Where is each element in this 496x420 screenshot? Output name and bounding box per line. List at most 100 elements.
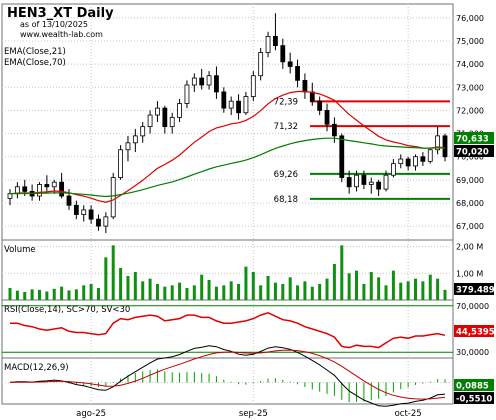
panel-frame-macd [1,357,454,405]
candle-body [66,195,72,206]
volume-bar [74,289,78,300]
volume-bar [52,288,56,300]
candle-body [287,61,293,67]
volume-bar [60,286,64,300]
volume-bar [259,285,263,300]
macd-line [9,345,446,407]
price-badge-close [454,145,494,157]
volume-bar [192,285,196,300]
volume-bar [104,257,108,300]
candle-body [398,158,404,165]
candle-body [383,174,389,190]
candle-body [37,184,42,197]
macd-badge-1 [454,379,494,391]
macd-badge-2-text: -0,5510 [456,395,492,405]
price-tick-label: 70,000 [456,153,484,162]
price-badge-close-text: 70,020 [456,148,489,158]
volume-bar [23,292,27,300]
candle-body [51,181,57,188]
candle-body [250,75,256,97]
price-tick-label: 72,000 [456,106,484,115]
volume-bar [37,289,41,300]
level-label: 72,39 [274,97,298,107]
candle-body [22,186,28,192]
volume-bar [163,286,167,300]
macd-badge-1-text: 0,0885 [456,382,489,392]
volume-bar [332,264,336,300]
chart-site: www.wealth-lab.com [20,30,103,39]
volume-bar [273,282,277,300]
candle-body [390,163,396,176]
candle-body [405,158,411,167]
volume-bar [8,288,12,300]
volume-bar [30,289,34,300]
candle-body [81,209,87,215]
candle-body [44,184,50,188]
x-tick-label: ago-25 [76,409,106,419]
volume-bar [222,285,226,300]
volume-bar [303,281,307,300]
candle-body [435,135,441,151]
candle-body [280,45,286,63]
candle-body [236,100,241,114]
candle-body [147,114,153,128]
volume-bar [384,285,388,300]
rsi-tick-label: 30,0000 [456,348,489,357]
candle-body [199,77,205,86]
candle-body [265,35,271,53]
price-tick-label: 75,000 [456,37,484,46]
price-badge-ema [454,132,494,144]
candle-body [376,181,382,190]
macd-badge-2 [454,392,494,404]
volume-bar [67,290,71,300]
volume-bar [310,286,314,300]
chart-date: as of 13/10/2025 [20,20,88,29]
volume-bar [185,288,189,300]
rsi-title: RSI(Close,14), SC>70, SV<30 [4,305,130,315]
volume-bar [96,288,100,300]
candle-body [184,84,190,104]
candle-body [214,75,219,93]
candle-body [413,156,418,167]
level-label: 69,26 [274,170,298,180]
volume-bar [82,285,86,300]
ema70-line [9,137,446,198]
candle-body [221,91,227,109]
volume-bar [251,272,255,300]
price-badge-ema-text: 70,633 [456,135,489,145]
rsi-badge [454,325,494,337]
candle-body [273,35,278,47]
chart-title: HEN3_XT Daily [7,6,114,21]
rsi-tick-label: 70,0000 [456,302,489,311]
volume-tick-label: 2,00 M [456,243,483,252]
volume-tick-label: 1,00 M [456,269,483,278]
candle-body [132,135,138,144]
candle-body [295,66,300,81]
volume-bar [15,290,19,300]
candle-body [7,193,13,199]
macd-signal-line [9,349,446,400]
price-tick-label: 76,000 [456,14,484,23]
rsi-line [10,311,446,349]
candle-body [103,216,109,227]
volume-bar [111,245,115,300]
candle-body [177,103,182,118]
volume-bar [148,278,152,300]
volume-bar [347,273,351,300]
candle-body [228,100,234,109]
volume-bar [119,268,123,300]
volume-bar [318,284,322,300]
volume-bar [178,282,182,300]
candle-body [140,126,146,137]
volume-bar [428,274,432,300]
candle-body [96,218,101,227]
candle-body [169,116,175,128]
candle-body [361,174,367,185]
candle-body [339,135,345,178]
price-tick-label: 67,000 [456,222,484,231]
level-label: 71,32 [274,122,298,132]
level-label: 68,18 [274,195,298,205]
candle-body [73,204,79,215]
legend-ema21: EMA(Close,21) [4,47,66,57]
